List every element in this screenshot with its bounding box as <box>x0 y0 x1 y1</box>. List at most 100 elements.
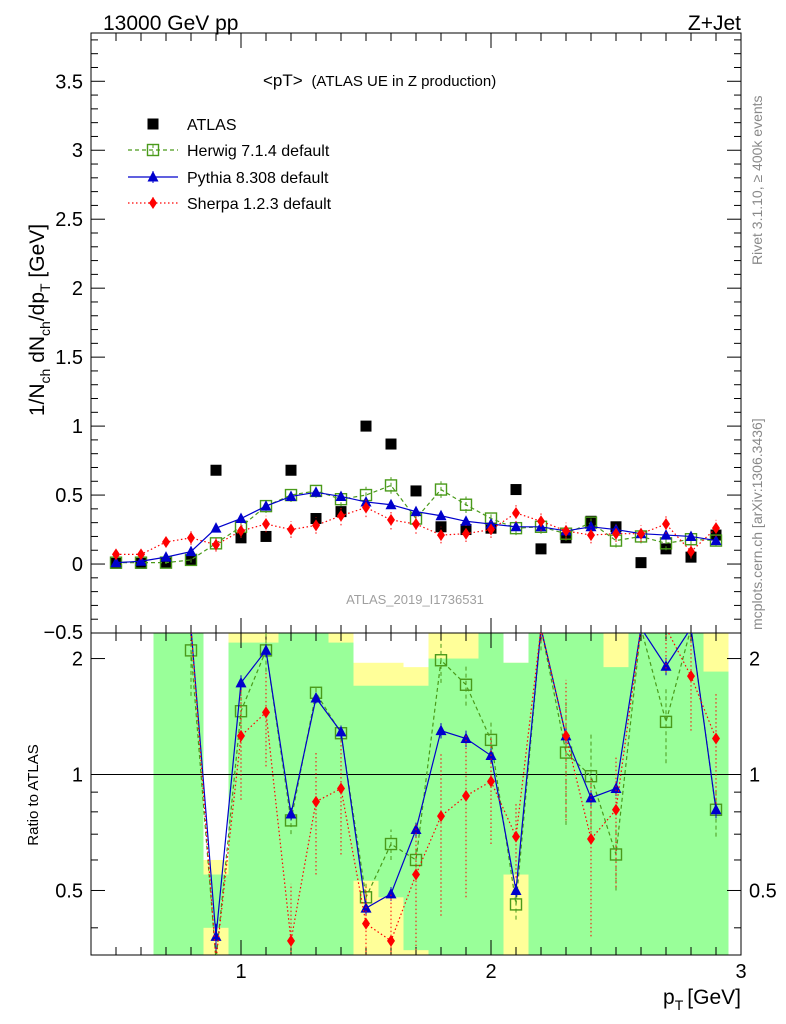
point-sherpa-7 <box>287 523 295 536</box>
band-green-19 <box>678 633 704 955</box>
header-right: Z+Jet <box>688 12 741 35</box>
ratio-y-tick-label-0.5: 0.5 <box>55 880 83 902</box>
point-sherpa-24 <box>712 522 720 535</box>
point-sherpa-19 <box>587 529 595 542</box>
ratio-y-tick-label-2: 2 <box>72 649 83 671</box>
band-green-3 <box>278 633 304 955</box>
ratio-point-herwig-22 <box>659 715 673 729</box>
point-pythia-10 <box>360 495 372 507</box>
point-pythia-16 <box>510 520 522 532</box>
point-pythia-6 <box>260 500 272 511</box>
point-sherpa-1 <box>137 548 145 561</box>
point-sherpa-20 <box>612 527 620 540</box>
legend-item-herwig: Herwig 7.1.4 default <box>128 143 330 160</box>
band-green-5 <box>328 642 354 955</box>
ratio-point-pythia-9 <box>335 725 347 737</box>
ratio-point-pythia-16 <box>510 884 522 895</box>
point-data-12 <box>410 485 422 497</box>
point-data-10 <box>360 420 372 432</box>
point-pythia-8 <box>310 486 322 497</box>
band-green-18 <box>653 633 679 955</box>
ratio-point-pythia-6 <box>260 644 272 655</box>
mcplots-label: mcplots.cern.ch [arXiv:1306.3436] <box>749 418 765 630</box>
point-sherpa-23 <box>687 545 695 558</box>
ratio-point-sherpa-19 <box>587 833 595 846</box>
legend-marker-herwig <box>146 143 160 157</box>
ratio-point-pythia-14 <box>460 732 472 744</box>
ratio-point-sherpa-9 <box>337 782 345 795</box>
ratio-point-sherpa-12 <box>412 868 420 881</box>
y-tick-label-1.5: 1.5 <box>55 347 83 369</box>
ratio-point-sherpa-23 <box>687 670 695 683</box>
point-herwig-13 <box>434 483 448 496</box>
point-sherpa-3 <box>187 531 195 544</box>
point-sherpa-6 <box>262 518 270 531</box>
point-sherpa-2 <box>162 535 170 548</box>
ratio-point-pythia-22 <box>660 660 672 671</box>
point-data-17 <box>535 543 547 555</box>
ratio-point-herwig-13 <box>434 654 448 667</box>
ratio-point-sherpa-16 <box>512 830 520 843</box>
band-green-7 <box>378 685 404 898</box>
legend-marker-sherpa <box>149 197 157 209</box>
point-sherpa-17 <box>537 515 545 528</box>
point-pythia-7 <box>285 490 297 501</box>
ratio-y-axis-label: Ratio to ATLAS <box>25 744 42 845</box>
ratio-y-tick-label-right-0.5: 0.5 <box>749 880 777 902</box>
point-pythia-23 <box>685 530 697 541</box>
point-data-8 <box>310 513 322 525</box>
legend-label-data: ATLAS <box>187 117 237 134</box>
x-axis-label-sub: T <box>675 997 684 1013</box>
point-sherpa-12 <box>412 518 420 531</box>
point-pythia-13 <box>435 509 447 521</box>
point-pythia-14 <box>460 515 472 526</box>
legend: ATLAS Herwig 7.1.4 default Pythia 8.308 de… <box>128 117 332 213</box>
ratio-point-pythia-11 <box>385 887 397 899</box>
ratio-y-tick-label-right-1: 1 <box>749 765 760 787</box>
point-herwig-14 <box>459 498 473 511</box>
band-green-16 <box>603 667 629 955</box>
x-tick-label-2: 2 <box>485 961 496 983</box>
series-sherpa <box>112 497 720 561</box>
chart-title-main: <pT> <box>263 71 303 90</box>
x-tick-label-1: 1 <box>235 961 246 983</box>
ratio-point-sherpa-24 <box>712 732 720 745</box>
point-sherpa-13 <box>437 529 445 542</box>
point-sherpa-5 <box>237 524 245 537</box>
ratio-point-sherpa-20 <box>612 803 620 816</box>
legend-marker-data <box>147 118 159 130</box>
point-pythia-22 <box>660 529 672 540</box>
ratio-point-pythia-5 <box>235 676 247 688</box>
point-sherpa-9 <box>337 509 345 522</box>
ratio-point-pythia-13 <box>435 724 447 736</box>
ratio-point-sherpa-5 <box>237 729 245 742</box>
point-pythia-24 <box>710 534 722 546</box>
point-data-4 <box>210 464 222 476</box>
ratio-line-herwig <box>190 633 717 955</box>
y-tick-label-0.5: 0.5 <box>55 485 83 507</box>
point-sherpa-18 <box>562 524 570 537</box>
x-tick-label-3: 3 <box>735 961 746 983</box>
y-tick-label-3.5: 3.5 <box>55 71 83 93</box>
ratio-point-sherpa-15 <box>487 775 495 788</box>
y-tick-label-0: 0 <box>72 554 83 576</box>
ratio-y-tick-label-1: 1 <box>72 765 83 787</box>
point-data-6 <box>260 530 272 542</box>
ratio-series <box>184 633 723 955</box>
ratio-point-herwig-3 <box>184 644 198 657</box>
x-axis-label-main: p <box>663 986 675 1009</box>
ratio-point-sherpa-10 <box>362 917 370 930</box>
point-pythia-11 <box>385 498 397 510</box>
legend-label-pythia: Pythia 8.308 default <box>187 170 329 187</box>
point-sherpa-21 <box>637 527 645 540</box>
point-pythia-2 <box>160 551 172 562</box>
rivet-label: Rivet 3.1.10, ≥ 400k events <box>749 95 765 265</box>
band-green-6 <box>353 685 379 881</box>
ratio-point-sherpa-13 <box>437 810 445 823</box>
ratio-point-pythia-7 <box>285 807 297 819</box>
y-tick-label-2: 2 <box>72 278 83 300</box>
x-axis-label-unit: [GeV] <box>687 986 741 1009</box>
ratio-point-herwig-16 <box>509 898 523 911</box>
analysis-watermark: ATLAS_2019_I1736531 <box>346 592 484 607</box>
